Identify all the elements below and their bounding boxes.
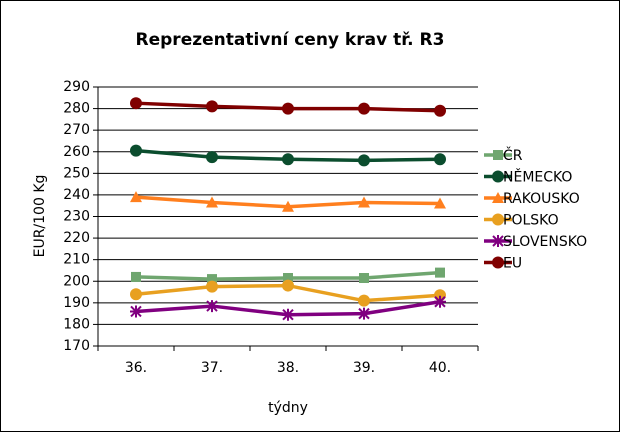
data-point — [206, 100, 218, 113]
legend-label: SLOVENSKO — [503, 234, 587, 250]
data-point — [358, 294, 370, 307]
legend-marker — [492, 170, 504, 183]
y-tick-label: 260 — [63, 144, 90, 160]
data-point — [130, 191, 142, 203]
chart-title: Reprezentativní ceny krav tř. R3 — [136, 30, 445, 50]
data-point — [435, 267, 445, 278]
y-tick-label: 240 — [63, 187, 90, 203]
y-tick-label: 270 — [63, 122, 90, 138]
x-axis-label: týdny — [268, 400, 308, 416]
y-tick-label: 180 — [63, 316, 90, 332]
data-point — [282, 102, 294, 115]
legend-label: ČR — [503, 146, 523, 164]
data-point — [207, 274, 217, 285]
data-point — [130, 288, 142, 301]
data-point — [282, 279, 294, 292]
data-point — [206, 196, 218, 208]
legend-marker — [492, 213, 504, 226]
x-tick-label: 38. — [277, 360, 299, 376]
data-point — [206, 300, 218, 313]
data-point — [434, 153, 446, 166]
y-tick-label: 210 — [63, 252, 90, 268]
data-point — [206, 280, 218, 293]
data-point — [283, 273, 293, 284]
data-point — [130, 305, 142, 318]
y-axis-label: EUR/100 Kg — [32, 175, 48, 258]
y-tick-label: 250 — [63, 165, 90, 181]
data-point — [358, 154, 370, 167]
data-point — [434, 197, 446, 209]
y-tick-label: 170 — [63, 338, 90, 354]
legend-label: RAKOUSKO — [503, 191, 580, 207]
data-point — [434, 295, 446, 308]
x-tick-label: 36. — [125, 360, 147, 376]
y-tick-label: 190 — [63, 295, 90, 311]
data-point — [282, 153, 294, 166]
x-tick-label: 37. — [201, 360, 223, 376]
y-tick-label: 230 — [63, 209, 90, 225]
data-point — [282, 200, 294, 212]
legend-marker — [492, 192, 504, 203]
data-point — [206, 151, 218, 164]
x-tick-label: 39. — [353, 360, 375, 376]
data-point — [130, 97, 142, 110]
data-point — [131, 271, 141, 282]
legend-marker — [492, 256, 504, 269]
y-tick-label: 220 — [63, 230, 90, 246]
legend-marker — [493, 150, 503, 160]
legend-label: NĚMECKO — [503, 169, 572, 186]
legend-marker — [492, 235, 504, 247]
y-tick-label: 200 — [63, 273, 90, 289]
x-tick-label: 40. — [429, 360, 451, 376]
data-point — [358, 196, 370, 208]
legend-label: POLSKO — [503, 213, 559, 229]
legend-label: EU — [503, 256, 522, 272]
data-point — [358, 307, 370, 320]
data-point — [358, 102, 370, 115]
data-point — [434, 104, 446, 117]
y-tick-label: 280 — [63, 101, 90, 117]
data-point — [130, 144, 142, 157]
data-point — [282, 308, 294, 321]
y-tick-label: 290 — [63, 79, 90, 95]
data-point — [359, 273, 369, 284]
